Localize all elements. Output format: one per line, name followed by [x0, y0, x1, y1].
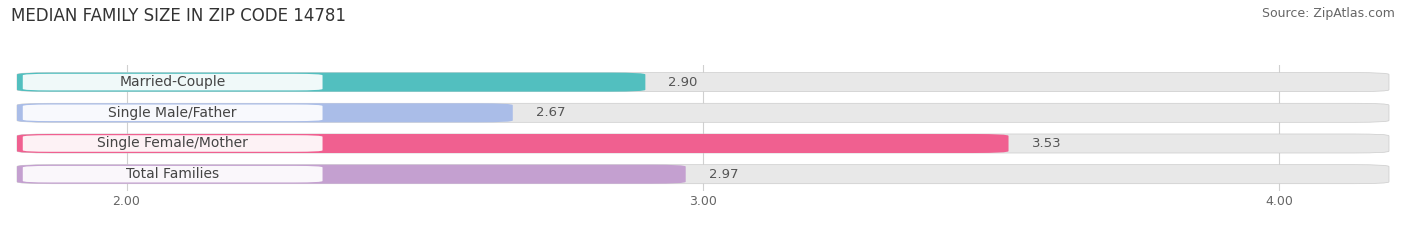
FancyBboxPatch shape [17, 73, 1389, 92]
FancyBboxPatch shape [22, 105, 322, 121]
Text: MEDIAN FAMILY SIZE IN ZIP CODE 14781: MEDIAN FAMILY SIZE IN ZIP CODE 14781 [11, 7, 346, 25]
FancyBboxPatch shape [17, 103, 1389, 122]
Text: Single Male/Father: Single Male/Father [108, 106, 236, 120]
Text: 2.90: 2.90 [668, 76, 697, 89]
FancyBboxPatch shape [22, 135, 322, 152]
Text: Married-Couple: Married-Couple [120, 75, 226, 89]
FancyBboxPatch shape [17, 103, 513, 122]
Text: Single Female/Mother: Single Female/Mother [97, 137, 247, 151]
FancyBboxPatch shape [17, 165, 1389, 184]
Text: 2.67: 2.67 [536, 106, 565, 119]
FancyBboxPatch shape [17, 134, 1389, 153]
Text: 2.97: 2.97 [709, 168, 738, 181]
FancyBboxPatch shape [17, 165, 686, 184]
FancyBboxPatch shape [17, 73, 645, 92]
Text: 3.53: 3.53 [1032, 137, 1062, 150]
Text: Total Families: Total Families [127, 167, 219, 181]
FancyBboxPatch shape [22, 166, 322, 182]
Text: Source: ZipAtlas.com: Source: ZipAtlas.com [1261, 7, 1395, 20]
FancyBboxPatch shape [17, 134, 1008, 153]
FancyBboxPatch shape [22, 74, 322, 90]
